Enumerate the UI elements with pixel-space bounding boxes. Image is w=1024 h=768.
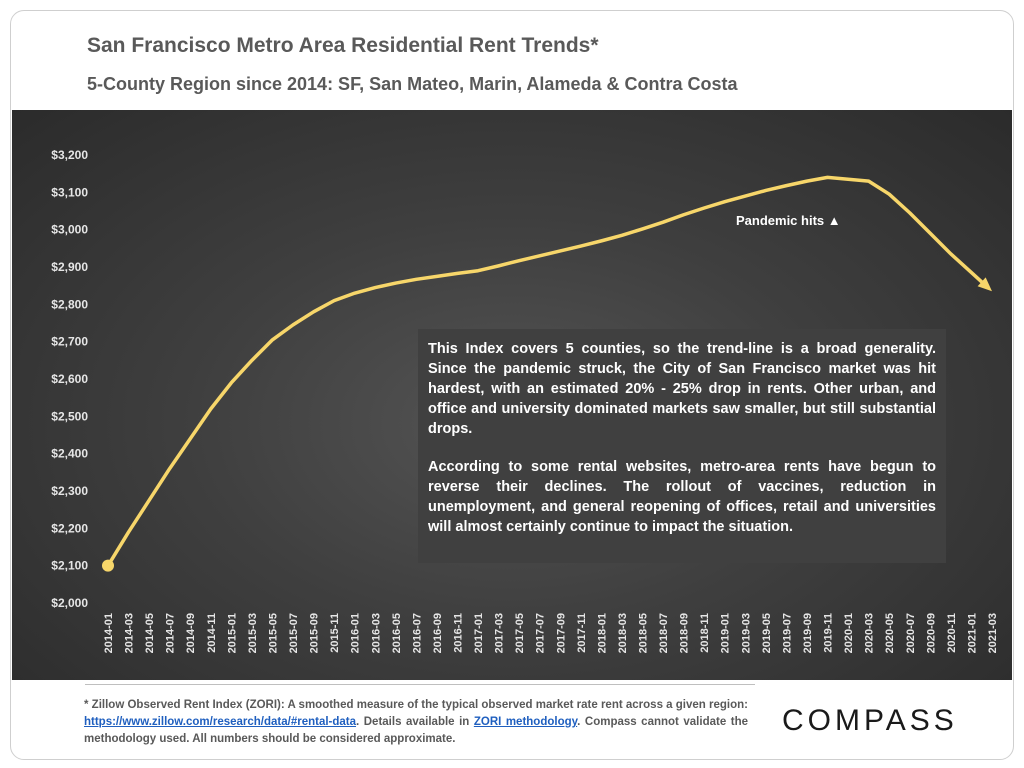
y-tick-label: $2,700 (51, 335, 88, 349)
y-tick-label: $3,100 (51, 185, 88, 199)
x-tick-label: 2020-07 (905, 613, 917, 653)
x-tick-label: 2015-05 (267, 613, 279, 653)
x-tick-label: 2015-03 (247, 613, 259, 653)
y-tick-label: $2,000 (51, 596, 88, 610)
x-tick-label: 2018-07 (658, 613, 670, 653)
footnote-suffix: . Compass cannot validate the methodolog… (84, 716, 748, 745)
x-tick-label: 2018-03 (617, 613, 629, 653)
x-tick-label: 2020-11 (946, 613, 958, 653)
x-tick-label: 2015-01 (226, 613, 238, 653)
x-axis: 2014-01 2014-03 2014-05 2014-07 2014-09 2014-… (103, 613, 999, 653)
x-tick-label: 2014-05 (144, 613, 156, 653)
x-tick-label: 2020-05 (884, 613, 896, 653)
x-tick-label: 2014-09 (185, 613, 197, 653)
x-tick-label: 2016-05 (391, 613, 403, 653)
y-tick-label: $2,600 (51, 372, 88, 386)
y-tick-label: $2,900 (51, 260, 88, 274)
y-tick-label: $3,200 (51, 148, 88, 162)
y-tick-label: $2,200 (51, 521, 88, 535)
x-tick-label: 2018-09 (679, 613, 691, 653)
rent-trend-chart: $2,000 $2,100 $2,200 $2,300 $2,400 $2,500 $2,6… (51, 148, 999, 653)
x-tick-label: 2019-03 (740, 613, 752, 653)
x-tick-label: 2016-03 (370, 613, 382, 653)
series-line (106, 175, 987, 568)
start-point-marker (102, 559, 114, 572)
x-tick-label: 2015-09 (309, 613, 321, 653)
compass-logo: COMPASS (782, 704, 958, 737)
x-tick-label: 2016-01 (350, 613, 362, 653)
x-tick-label: 2018-01 (596, 613, 608, 653)
pandemic-annotation: Pandemic hits ▲ (736, 213, 841, 228)
x-tick-label: 2021-01 (966, 613, 978, 653)
page-title: San Francisco Metro Area Residential Ren… (87, 34, 599, 57)
x-tick-label: 2021-03 (987, 613, 999, 653)
x-tick-label: 2015-11 (329, 613, 341, 653)
x-tick-label: 2019-01 (720, 613, 732, 653)
x-tick-label: 2020-01 (843, 613, 855, 653)
x-tick-label: 2018-11 (699, 613, 711, 653)
footnote: * Zillow Observed Rent Index (ZORI): A s… (84, 697, 748, 748)
x-tick-label: 2017-05 (514, 613, 526, 653)
x-tick-label: 2016-11 (452, 613, 464, 653)
x-tick-label: 2014-03 (124, 613, 136, 653)
y-axis: $2,000 $2,100 $2,200 $2,300 $2,400 $2,500 $2,6… (51, 148, 88, 610)
y-tick-label: $2,300 (51, 484, 88, 498)
x-tick-label: 2017-11 (576, 613, 588, 653)
x-tick-label: 2017-09 (555, 613, 567, 653)
x-tick-label: 2017-03 (494, 613, 506, 653)
x-tick-label: 2019-11 (823, 613, 835, 653)
x-tick-label: 2020-03 (864, 613, 876, 653)
x-tick-label: 2017-07 (535, 613, 547, 653)
x-tick-label: 2017-01 (473, 613, 485, 653)
zillow-data-link[interactable]: https://www.zillow.com/research/data/#re… (84, 716, 357, 728)
footer-divider (85, 684, 755, 685)
x-tick-label: 2014-07 (165, 613, 177, 653)
y-tick-label: $2,500 (51, 409, 88, 423)
y-tick-label: $2,100 (51, 559, 88, 573)
x-tick-label: 2016-07 (411, 613, 423, 653)
end-arrow-marker (977, 277, 992, 292)
x-tick-label: 2014-11 (206, 613, 218, 653)
y-tick-label: $2,400 (51, 447, 88, 461)
x-tick-label: 2018-05 (638, 613, 650, 653)
x-tick-label: 2019-09 (802, 613, 814, 653)
x-tick-label: 2020-09 (925, 613, 937, 653)
commentary-paragraph-2: According to some rental websites, metro… (428, 459, 936, 535)
x-tick-label: 2019-07 (781, 613, 793, 653)
footnote-mid: . Details available in (356, 716, 474, 728)
footnote-prefix: * Zillow Observed Rent Index (ZORI): A s… (84, 699, 748, 711)
y-tick-label: $3,000 (51, 223, 88, 237)
zori-methodology-link[interactable]: ZORI methodology (473, 716, 578, 728)
x-tick-label: 2016-09 (432, 613, 444, 653)
x-tick-label: 2014-01 (103, 613, 115, 653)
x-tick-label: 2019-05 (761, 613, 773, 653)
commentary-textbox: This Index covers 5 counties, so the tre… (418, 329, 946, 563)
commentary-paragraph-1: This Index covers 5 counties, so the tre… (428, 341, 936, 437)
x-tick-label: 2015-07 (288, 613, 300, 653)
y-tick-label: $2,800 (51, 297, 88, 311)
page-subtitle: 5-County Region since 2014: SF, San Mate… (87, 74, 738, 94)
